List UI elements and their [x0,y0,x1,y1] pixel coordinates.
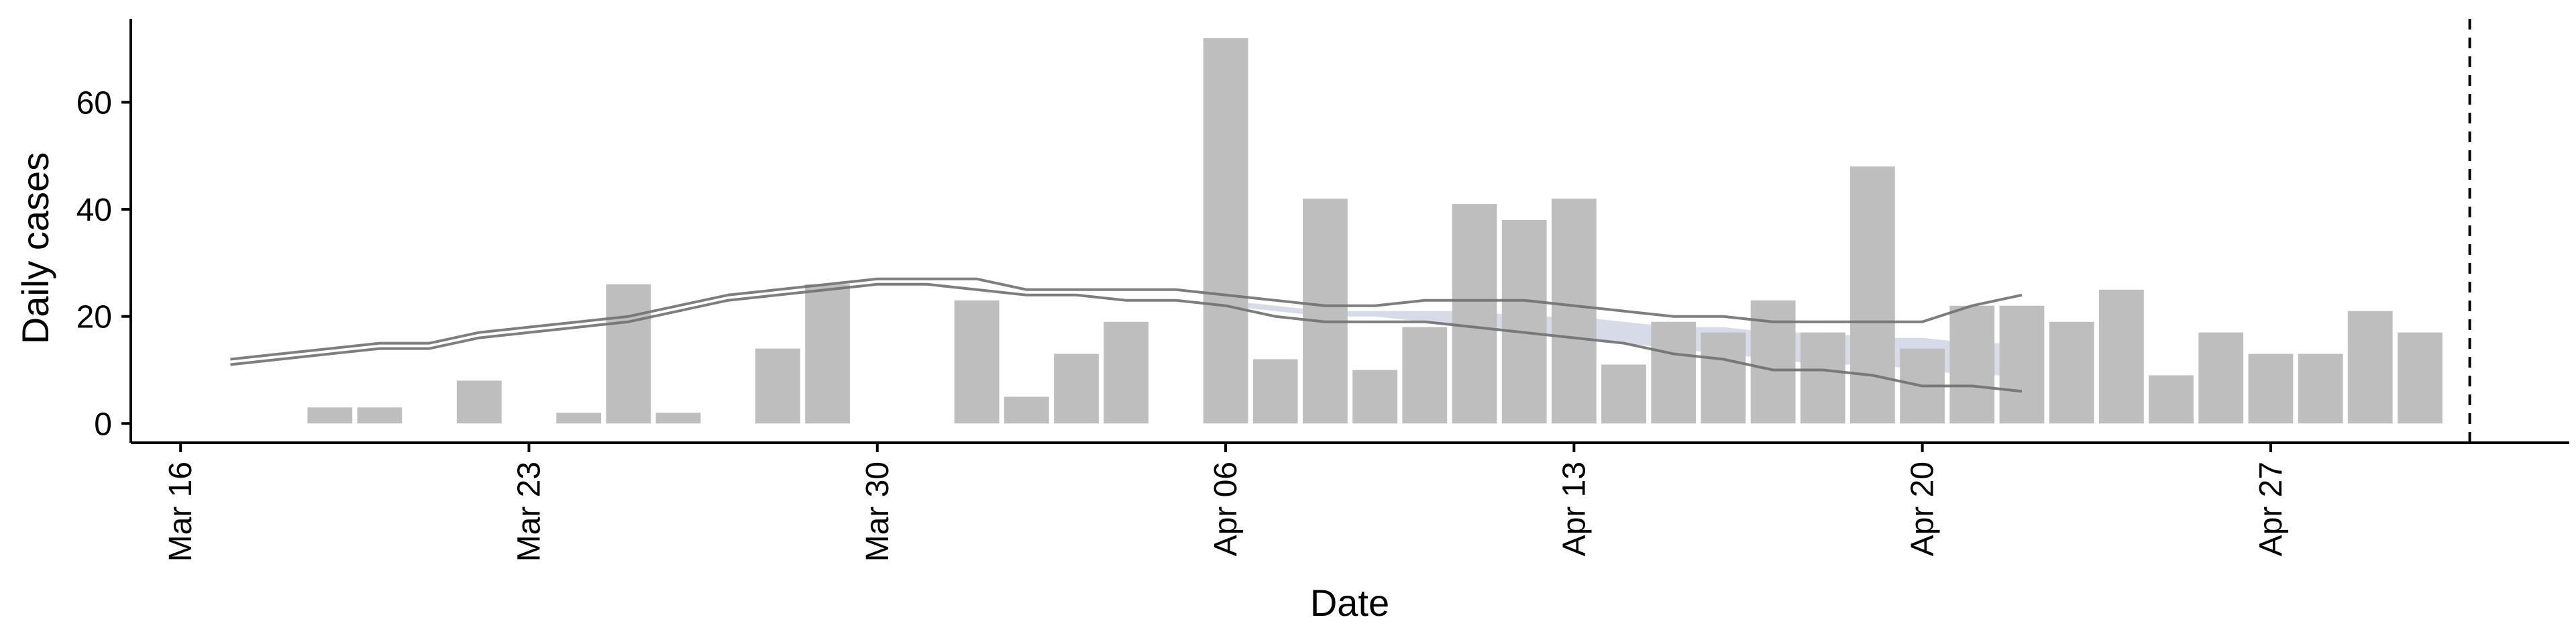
bar [556,413,602,424]
bar [1800,332,1845,424]
bar [1203,38,1248,424]
axes-layer [129,19,2569,444]
bar [1651,321,1697,424]
bar [307,407,353,424]
bar [2398,332,2443,424]
x-tick-label: Apr 06 [1208,462,1244,556]
bar [1303,199,1348,424]
bar [1402,327,1448,424]
x-tick-label: Apr 27 [2253,462,2289,556]
bar [1004,396,1049,424]
bar [1352,370,1397,424]
bar [2248,354,2294,424]
bar [2099,289,2144,424]
bars-layer [307,38,2443,424]
bar [1501,220,1547,424]
bar [2149,375,2194,424]
bar [1551,199,1597,424]
bar [655,413,701,424]
bar [1452,204,1497,424]
band-line-upper [230,277,2023,361]
x-tick-label: Mar 30 [860,462,896,561]
bar [2298,354,2343,424]
bar [606,284,651,424]
bar [456,380,502,424]
bar [2049,321,2094,424]
x-tick-label: Apr 20 [1905,462,1941,556]
ticks-layer: 0 20 40 60 Mar 16 Mar 23 Mar 30 Apr 06 Apr 13 Apr… [76,85,2289,561]
bar [1701,332,1746,424]
bar [357,407,402,424]
bar [755,348,800,424]
bar [1252,359,1298,424]
x-tick-label: Apr 13 [1556,462,1592,556]
y-tick-label: 20 [76,300,112,335]
bar [2347,311,2393,424]
y-tick-label: 60 [76,85,112,121]
bar [1601,364,1646,424]
lines-layer [230,277,2023,393]
bar [1054,354,1099,424]
x-tick-label: Mar 23 [512,462,547,561]
bar [954,300,1000,424]
bar [1104,321,1149,424]
band-line-lower [230,282,2023,393]
bar [805,284,850,424]
bar [1999,305,2045,424]
x-axis-title: Date [1310,582,1389,624]
bar [1850,166,1895,424]
y-tick-label: 0 [94,407,112,442]
y-tick-label: 40 [76,193,112,228]
bar [2198,332,2244,424]
y-axis-title: Daily cases [14,152,56,344]
bar [1949,305,1995,424]
x-tick-label: Mar 16 [163,462,199,561]
